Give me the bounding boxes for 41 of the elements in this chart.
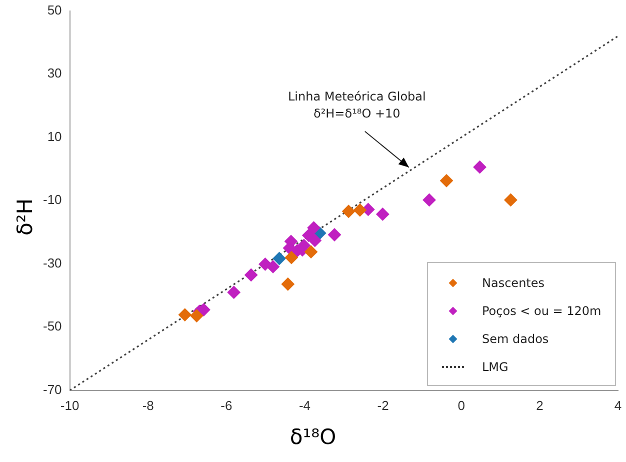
point — [304, 245, 318, 258]
point — [272, 252, 286, 265]
point — [440, 174, 453, 188]
point — [307, 221, 320, 234]
point — [342, 204, 356, 218]
x-tick-label: 0 — [458, 398, 465, 413]
point — [504, 193, 518, 206]
point — [266, 260, 280, 274]
x-tick-label: -4 — [298, 398, 311, 413]
y-tick-label: 10 — [47, 128, 62, 144]
x-tick-label: -8 — [142, 398, 154, 413]
y-tick-label: -70 — [42, 382, 62, 397]
x-tick-label: -2 — [377, 398, 389, 413]
x-tick-label: 4 — [614, 398, 622, 413]
y-tick-label: -50 — [42, 318, 62, 334]
x-axis-title: δ¹⁸O — [288, 425, 338, 449]
x-tick-label: -6 — [220, 398, 232, 413]
y-tick-label: -30 — [42, 255, 62, 270]
point — [376, 208, 390, 221]
point — [473, 160, 486, 174]
y-axis-title: δ²H — [13, 197, 37, 238]
y-tick-label: -10 — [42, 192, 62, 208]
point — [190, 309, 204, 322]
y-tick-label: 30 — [47, 66, 62, 81]
x-tick-label: -10 — [60, 398, 80, 413]
legend-label: Poços < ou = 120m — [482, 304, 602, 318]
point — [244, 268, 258, 282]
point — [178, 308, 192, 322]
point — [353, 204, 366, 217]
point — [422, 193, 436, 206]
point — [281, 278, 294, 291]
legend-label: Nascentes — [482, 276, 545, 290]
legend-label: LMG — [482, 360, 508, 374]
point — [227, 286, 240, 299]
point — [284, 251, 298, 264]
point — [328, 228, 341, 242]
y-tick-label: 50 — [47, 2, 62, 18]
legend-label: Sem dados — [482, 332, 549, 346]
point — [308, 234, 322, 247]
annotation: Linha Meteórica Global δ²H=δ¹⁸O +10 — [288, 90, 426, 121]
x-tick-label: 2 — [536, 398, 544, 413]
